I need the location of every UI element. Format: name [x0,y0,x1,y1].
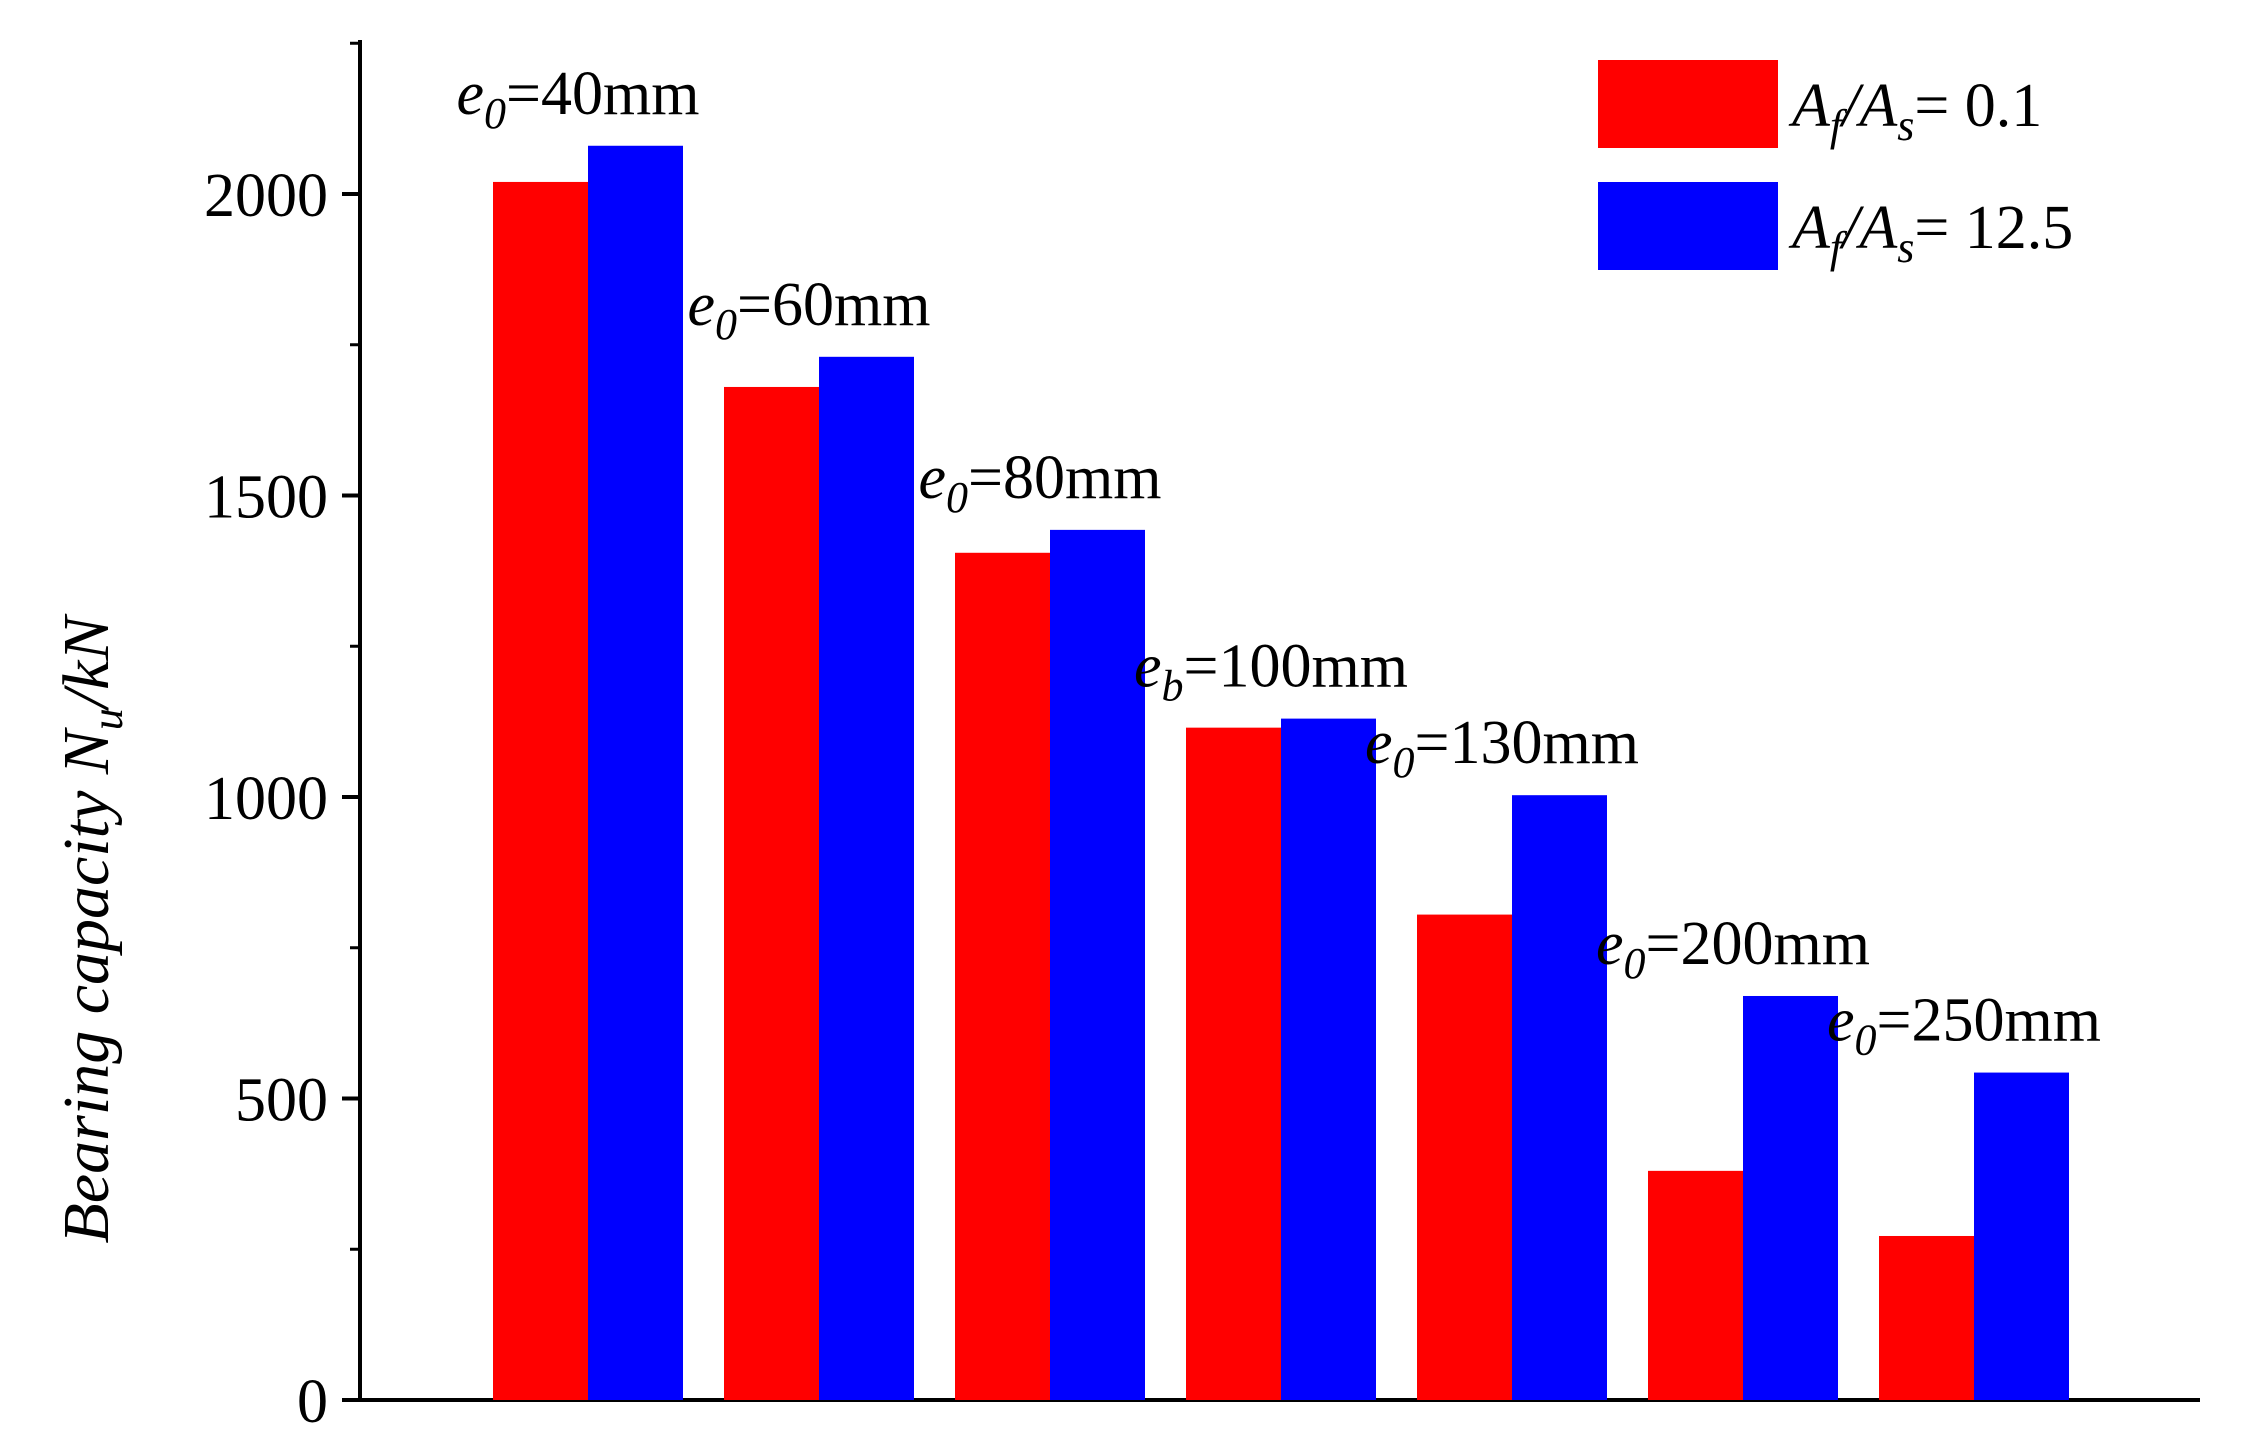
bar-series-2 [1512,795,1607,1400]
bar-series-2 [588,145,683,1400]
y-tick-label: 1000 [204,765,328,833]
category-annotation: e0=250mm [1827,987,2101,1065]
category-annotation: e0=40mm [457,60,700,138]
bar-series-2 [1281,718,1376,1400]
bar-series-2 [1050,529,1145,1400]
y-tick-label: 2000 [204,162,328,230]
legend-swatch [1598,60,1778,148]
bar-series-1 [1186,727,1281,1400]
legend-swatch [1598,182,1778,270]
category-annotation: eb=100mm [1134,633,1408,711]
legend-label: Af/As= 0.1 [1788,72,2042,150]
bar-series-1 [1879,1235,1974,1400]
bar-series-1 [1417,914,1512,1400]
y-tick-label: 500 [235,1067,328,1135]
category-annotation: e0=130mm [1365,709,1639,787]
bar-series-2 [1974,1072,2069,1400]
bar-series-2 [1743,995,1838,1400]
bar-series-2 [819,356,914,1400]
y-tick-label: 1500 [204,464,328,532]
category-annotation: e0=60mm [688,271,931,349]
bar-series-1 [1648,1170,1743,1400]
bar-series-1 [493,181,588,1401]
bar-series-1 [955,552,1050,1400]
y-axis-label: Bearing capacity Nu/kN [50,613,132,1244]
bar-series-1 [724,386,819,1401]
legend-label: Af/As= 12.5 [1788,194,2073,272]
category-annotation: e0=80mm [919,444,1162,522]
category-annotation: e0=200mm [1596,910,1870,988]
y-tick-label: 0 [297,1368,328,1436]
